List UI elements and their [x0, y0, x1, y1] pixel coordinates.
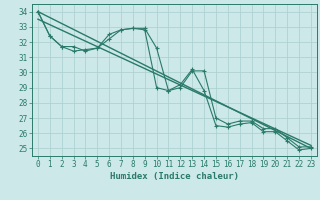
- X-axis label: Humidex (Indice chaleur): Humidex (Indice chaleur): [110, 172, 239, 181]
